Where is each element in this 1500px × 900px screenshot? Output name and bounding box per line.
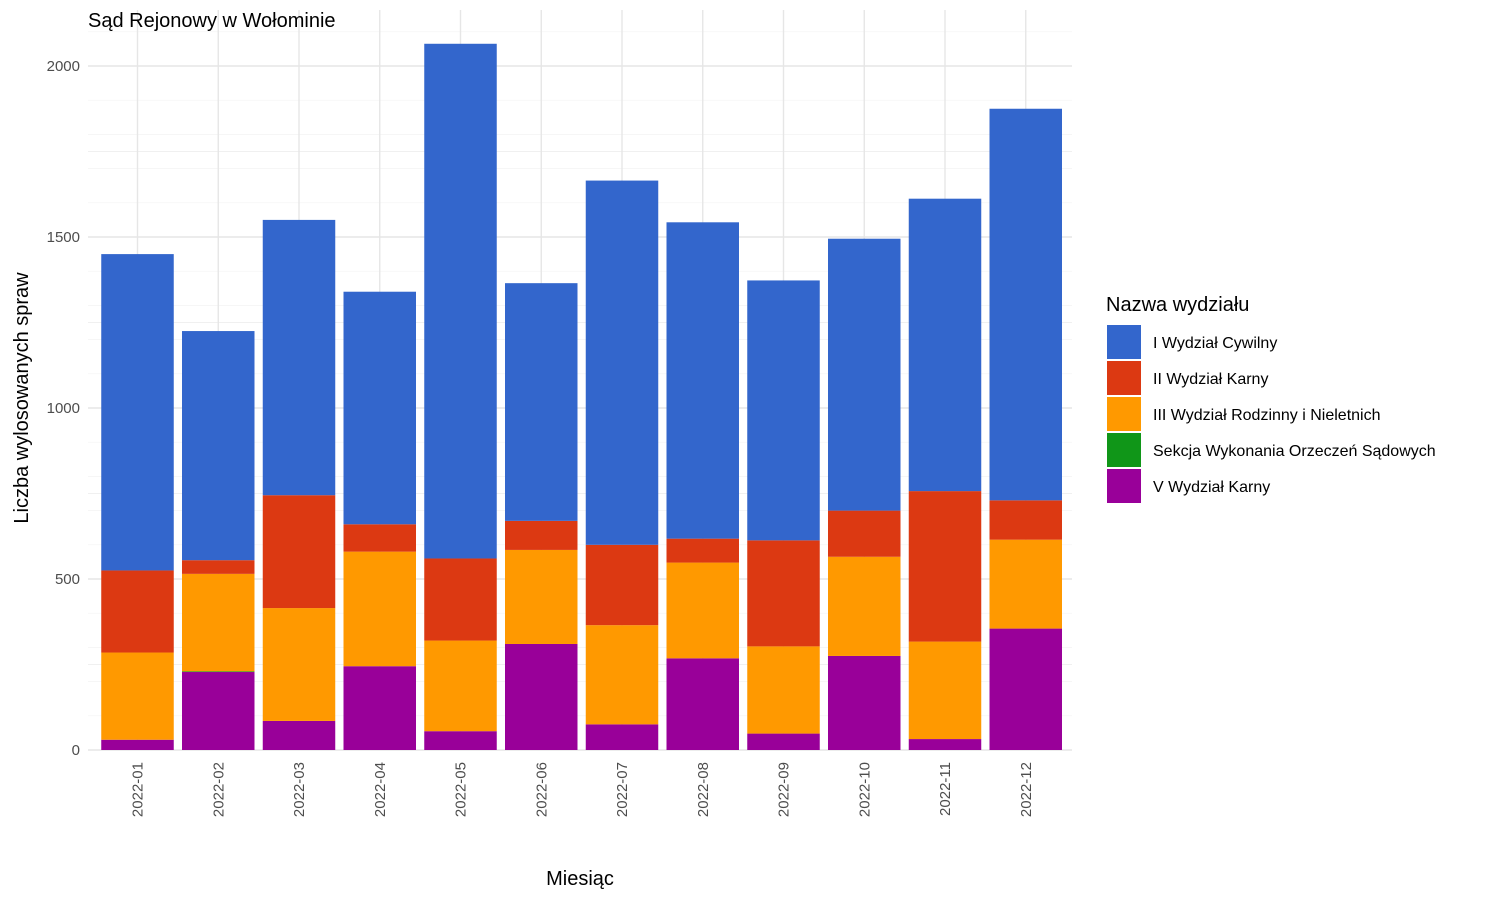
bar-segment xyxy=(424,731,497,750)
legend-label: II Wydział Karny xyxy=(1153,371,1268,388)
x-tick-label: 2022-08 xyxy=(695,762,712,817)
bars xyxy=(101,43,1062,750)
bar-segment xyxy=(585,180,659,545)
legend: Nazwa wydziału I Wydział Cywilny II Wydzi… xyxy=(1106,294,1436,503)
legend-swatch xyxy=(1107,469,1141,503)
bar-segment xyxy=(101,739,174,750)
bar-segment xyxy=(747,540,820,647)
bar-segment xyxy=(666,562,739,659)
bar-segment xyxy=(505,643,578,750)
x-tick-label: 2022-06 xyxy=(533,762,550,817)
bar-segment xyxy=(343,524,416,552)
x-tick-label: 2022-03 xyxy=(291,762,308,817)
x-tick-label: 2022-12 xyxy=(1018,762,1035,817)
bar-segment xyxy=(989,108,1062,501)
x-tick-label: 2022-02 xyxy=(210,762,227,817)
bar-segment xyxy=(908,739,982,750)
legend-swatch xyxy=(1107,397,1141,431)
bar-segment xyxy=(989,500,1062,540)
bar-segment xyxy=(828,510,901,557)
bar-segment xyxy=(262,720,336,750)
y-axis-ticks: 0 500 1000 1500 2000 xyxy=(47,58,80,759)
y-tick-label: 1000 xyxy=(47,400,80,417)
legend-swatch xyxy=(1107,433,1141,467)
bar-segment xyxy=(424,558,497,641)
bar-segment xyxy=(343,551,416,667)
x-tick-label: 2022-07 xyxy=(614,762,631,817)
legend-swatch xyxy=(1107,361,1141,395)
legend-title: Nazwa wydziału xyxy=(1106,294,1249,316)
chart-title: Sąd Rejonowy w Wołominie xyxy=(88,10,336,32)
bar-segment xyxy=(101,570,174,653)
bar-segment xyxy=(182,573,255,672)
x-axis-title: Miesiąc xyxy=(546,868,614,890)
bar-segment xyxy=(908,491,982,642)
bar-segment xyxy=(828,238,901,511)
bar-segment xyxy=(666,222,739,539)
legend-label: III Wydział Rodzinny i Nieletnich xyxy=(1153,407,1381,424)
bar-segment xyxy=(908,198,982,492)
bar-segment xyxy=(666,538,739,563)
y-tick-label: 1500 xyxy=(47,229,80,246)
x-axis-ticks: 2022-01 2022-02 2022-03 2022-04 2022-05 2022-… xyxy=(130,762,1035,817)
bar-segment xyxy=(424,43,497,559)
bar-segment xyxy=(182,560,255,574)
bar-segment xyxy=(989,539,1062,629)
legend-label: Sekcja Wykonania Orzeczeń Sądowych xyxy=(1153,443,1436,460)
bar-segment xyxy=(101,254,174,571)
bar-segment xyxy=(747,280,820,541)
bar-segment xyxy=(343,291,416,525)
bar-segment xyxy=(908,641,982,740)
bar-segment xyxy=(343,666,416,750)
y-axis-title: Liczba wylosowanych spraw xyxy=(11,272,33,524)
bar-segment xyxy=(182,331,255,561)
bar-segment xyxy=(101,652,174,740)
bar-segment xyxy=(182,672,255,750)
bar-segment xyxy=(182,671,255,673)
bar-segment xyxy=(505,549,578,644)
x-tick-label: 2022-11 xyxy=(937,762,954,816)
bar-segment xyxy=(505,283,578,521)
bar-segment xyxy=(828,556,901,656)
x-tick-label: 2022-09 xyxy=(776,762,793,817)
bar-segment xyxy=(262,495,336,609)
bar-segment xyxy=(989,628,1062,750)
x-tick-label: 2022-01 xyxy=(130,762,147,817)
y-tick-label: 500 xyxy=(55,571,80,588)
bar-segment xyxy=(505,520,578,550)
legend-label: V Wydział Karny xyxy=(1153,479,1270,496)
bar-segment xyxy=(424,640,497,732)
bar-segment xyxy=(747,733,820,750)
bar-segment xyxy=(747,646,820,734)
legend-swatch xyxy=(1107,325,1141,359)
y-tick-label: 2000 xyxy=(47,58,80,75)
x-tick-label: 2022-05 xyxy=(453,762,470,817)
x-tick-label: 2022-04 xyxy=(372,762,389,817)
y-tick-label: 0 xyxy=(72,742,80,759)
bar-segment xyxy=(262,219,336,496)
bar-segment xyxy=(828,655,901,750)
x-tick-label: 2022-10 xyxy=(856,762,873,817)
legend-label: I Wydział Cywilny xyxy=(1153,335,1277,352)
bar-segment xyxy=(585,625,659,725)
bar-segment xyxy=(585,724,659,750)
bar-segment xyxy=(666,658,739,750)
bar-segment xyxy=(585,544,659,626)
bar-segment xyxy=(262,608,336,721)
